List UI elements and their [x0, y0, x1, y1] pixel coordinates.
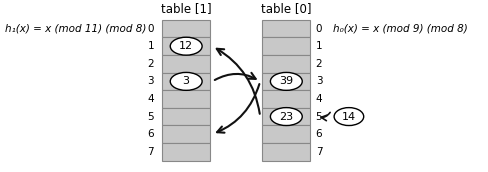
Text: h₀(x) = x (mod 9) (mod 8): h₀(x) = x (mod 9) (mod 8) [332, 24, 467, 34]
Text: table [0]: table [0] [261, 2, 311, 15]
Text: table [1]: table [1] [161, 2, 211, 15]
Text: 39: 39 [279, 76, 293, 86]
Ellipse shape [270, 108, 302, 126]
Bar [262, 55, 309, 73]
Bar [162, 108, 210, 125]
Text: 5: 5 [147, 112, 154, 122]
Text: 3: 3 [147, 76, 154, 86]
Ellipse shape [170, 72, 202, 90]
Ellipse shape [270, 72, 302, 90]
Bar [262, 73, 309, 90]
Text: 5: 5 [315, 112, 322, 122]
Text: 1: 1 [147, 41, 154, 51]
Bar [162, 37, 210, 55]
Text: 7: 7 [315, 147, 322, 157]
Text: 0: 0 [147, 24, 154, 34]
Text: 0: 0 [315, 24, 322, 34]
Text: 7: 7 [147, 147, 154, 157]
Bar [262, 143, 309, 160]
Text: 2: 2 [315, 59, 322, 69]
Text: 2: 2 [147, 59, 154, 69]
Ellipse shape [170, 37, 202, 55]
Bar [162, 143, 210, 160]
Text: 6: 6 [147, 129, 154, 139]
Bar [262, 108, 309, 125]
Text: 3: 3 [315, 76, 322, 86]
Bar [162, 125, 210, 143]
Text: 12: 12 [179, 41, 193, 51]
Text: 1: 1 [315, 41, 322, 51]
Bar [262, 125, 309, 143]
Text: 23: 23 [279, 112, 293, 122]
Bar [162, 20, 210, 37]
Bar [262, 90, 309, 108]
Text: 4: 4 [147, 94, 154, 104]
Text: 3: 3 [183, 76, 189, 86]
Bar [162, 55, 210, 73]
Ellipse shape [333, 108, 363, 126]
Text: 4: 4 [315, 94, 322, 104]
Bar [162, 73, 210, 90]
Bar [262, 37, 309, 55]
Text: h₁(x) = x (mod 11) (mod 8): h₁(x) = x (mod 11) (mod 8) [5, 24, 146, 34]
Text: 6: 6 [315, 129, 322, 139]
Text: 14: 14 [341, 112, 355, 122]
Bar [162, 90, 210, 108]
Bar [262, 20, 309, 37]
